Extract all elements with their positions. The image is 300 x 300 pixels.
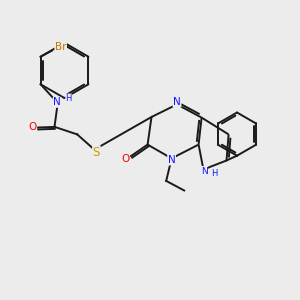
Text: N: N	[53, 97, 61, 107]
Text: H: H	[211, 169, 218, 178]
Text: O: O	[121, 154, 129, 164]
Text: N: N	[201, 167, 207, 176]
Text: Br: Br	[55, 42, 66, 52]
Text: H: H	[65, 94, 72, 103]
Text: O: O	[28, 122, 36, 133]
Text: S: S	[93, 146, 100, 159]
Text: N: N	[168, 155, 176, 165]
Text: N: N	[173, 97, 181, 107]
